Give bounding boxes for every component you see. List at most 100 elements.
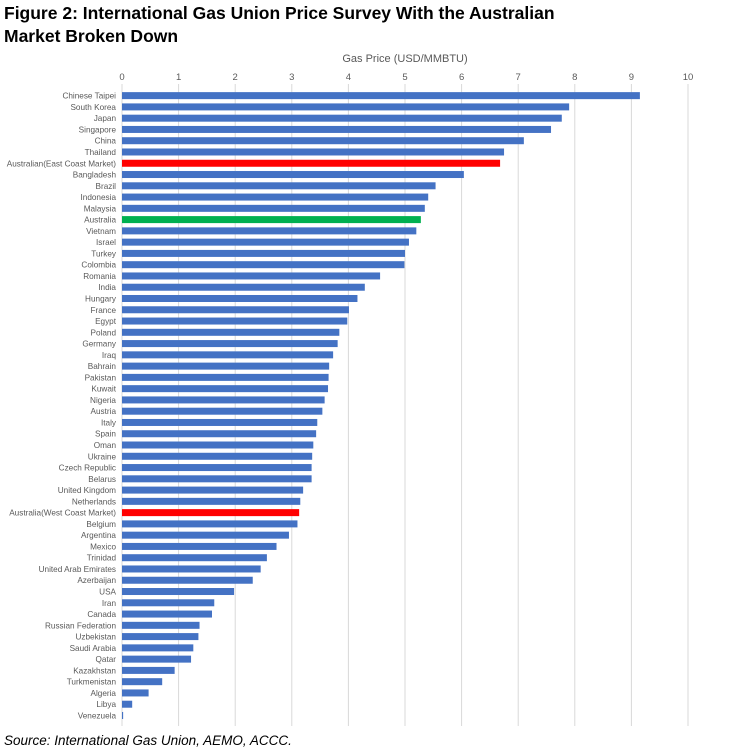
bar xyxy=(122,486,304,494)
category-label: Australia(West Coast Market) xyxy=(9,509,116,518)
category-label: Argentina xyxy=(81,531,116,540)
category-label: Brazil xyxy=(96,182,117,191)
category-label: Uzbekistan xyxy=(75,633,116,642)
bar xyxy=(122,362,330,370)
bar xyxy=(122,340,338,348)
category-label: Thailand xyxy=(85,148,117,157)
bar xyxy=(122,430,317,438)
bar xyxy=(122,678,163,686)
bar xyxy=(122,621,200,629)
bar xyxy=(122,542,277,550)
bar xyxy=(122,137,524,145)
bar xyxy=(122,159,501,167)
bar xyxy=(122,418,318,426)
bar xyxy=(122,272,381,280)
category-label: Mexico xyxy=(90,542,116,551)
bar xyxy=(122,407,323,415)
bar xyxy=(122,351,334,359)
bar xyxy=(122,148,505,156)
category-label: Israel xyxy=(96,238,116,247)
category-label: Venezuela xyxy=(78,711,117,720)
category-label: Australia xyxy=(84,216,116,225)
category-label: Bahrain xyxy=(88,362,117,371)
bar xyxy=(122,711,124,719)
category-label: United Kingdom xyxy=(58,486,116,495)
bar xyxy=(122,283,365,291)
category-label: Chinese Taipei xyxy=(62,92,116,101)
bar xyxy=(122,666,175,674)
bar xyxy=(122,610,212,618)
category-label: Austria xyxy=(91,407,117,416)
bar xyxy=(122,565,261,573)
x-tick-label: 8 xyxy=(572,72,577,83)
bar xyxy=(122,588,235,596)
category-label: Algeria xyxy=(91,689,117,698)
category-label: Iran xyxy=(102,599,117,608)
category-label: Netherlands xyxy=(72,497,116,506)
bar xyxy=(122,655,192,663)
category-label: Ukraine xyxy=(88,452,117,461)
bar xyxy=(122,441,314,449)
bar xyxy=(122,238,409,246)
category-label: China xyxy=(95,137,117,146)
bar xyxy=(122,475,312,483)
x-tick-label: 10 xyxy=(683,72,694,83)
bar xyxy=(122,531,289,539)
category-label: Belarus xyxy=(88,475,116,484)
category-label: USA xyxy=(99,588,116,597)
bar xyxy=(122,125,552,133)
category-label: Azerbaijan xyxy=(77,576,116,585)
bar xyxy=(122,554,267,562)
bar xyxy=(122,576,253,584)
category-label: Egypt xyxy=(95,317,117,326)
bar xyxy=(122,92,640,100)
x-tick-label: 2 xyxy=(233,72,238,83)
category-label: Australian(East Coast Market) xyxy=(7,159,116,168)
figure-title: Figure 2: International Gas Union Price … xyxy=(4,3,555,46)
bar xyxy=(122,261,405,269)
bar xyxy=(122,644,194,652)
category-label: Turkmenistan xyxy=(67,678,117,687)
category-label: Indonesia xyxy=(80,193,116,202)
category-label: Trinidad xyxy=(87,554,117,563)
x-tick-label: 4 xyxy=(346,72,351,83)
category-label: Italy xyxy=(101,418,117,427)
bar xyxy=(122,599,215,607)
bar xyxy=(122,633,199,641)
bar xyxy=(122,328,340,336)
category-label: Spain xyxy=(95,430,116,439)
bar xyxy=(122,204,425,212)
bar xyxy=(122,317,348,325)
bar xyxy=(122,216,421,224)
category-label: Canada xyxy=(87,610,116,619)
x-tick-label: 6 xyxy=(459,72,464,83)
category-label: Malaysia xyxy=(84,204,117,213)
bar xyxy=(122,520,298,528)
bar xyxy=(122,385,329,393)
bar xyxy=(122,509,300,517)
x-tick-label: 9 xyxy=(629,72,634,83)
category-label: Libya xyxy=(96,700,116,709)
category-label: Singapore xyxy=(79,125,117,134)
bar xyxy=(122,182,436,190)
x-axis-title: Gas Price (USD/MMBTU) xyxy=(342,53,467,65)
bar xyxy=(122,171,464,179)
x-tick-label: 7 xyxy=(516,72,521,83)
category-label: Bangladesh xyxy=(73,171,117,180)
category-label: Kazakhstan xyxy=(73,666,116,675)
category-label: Pakistan xyxy=(85,373,117,382)
gas-price-bar-chart: Gas Price (USD/MMBTU) 0 1 2 3 4 5 6 7 8 9 10 Chinese… xyxy=(7,53,694,726)
category-label: Iraq xyxy=(102,351,117,360)
bar xyxy=(122,294,358,302)
x-tick-label: 5 xyxy=(402,72,407,83)
category-label: Nigeria xyxy=(90,396,116,405)
category-label: Turkey xyxy=(91,249,117,258)
bar xyxy=(122,396,325,404)
bar xyxy=(122,114,562,122)
category-label: South Korea xyxy=(70,103,116,112)
category-label: United Arab Emirates xyxy=(39,565,116,574)
bar xyxy=(122,700,133,708)
bar xyxy=(122,249,405,257)
category-label: Romania xyxy=(83,272,116,281)
category-label: Japan xyxy=(94,114,117,123)
